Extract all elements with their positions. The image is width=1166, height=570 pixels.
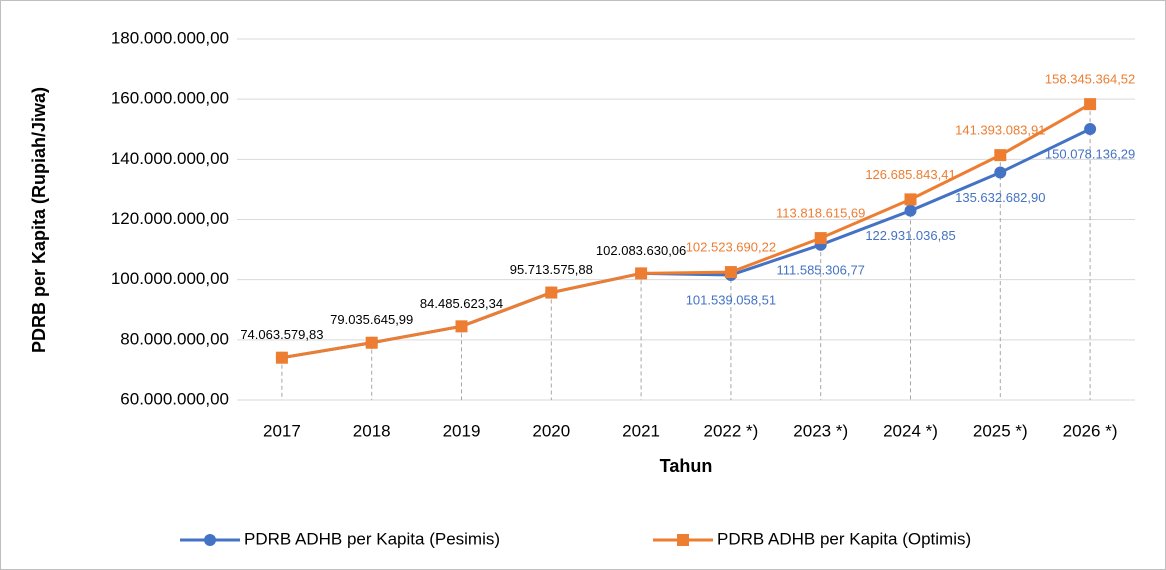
x-tick-label: 2024 *): [883, 421, 938, 440]
y-tick-label: 180.000.000,00: [111, 28, 229, 47]
value-label: 84.485.623,34: [420, 296, 503, 311]
point: [904, 204, 917, 217]
point: [455, 320, 468, 333]
value-label: 141.393.083,91: [955, 123, 1045, 138]
series-line: [281, 102, 1091, 360]
point: [814, 232, 827, 245]
value-label: 102.523.690,22: [686, 240, 776, 255]
y-tick-label: 140.000.000,00: [111, 149, 229, 168]
point: [724, 266, 737, 279]
value-label: 102.083.630,06: [596, 243, 686, 258]
point: [904, 193, 917, 206]
point: [1084, 123, 1097, 136]
point: [275, 351, 288, 364]
x-tick-label: 2019: [443, 421, 481, 440]
point: [1084, 98, 1097, 111]
legend-marker: [204, 534, 216, 546]
value-label: 79.035.645,99: [330, 312, 413, 327]
y-tick-label: 120.000.000,00: [111, 209, 229, 228]
y-tick-label: 80.000.000,00: [120, 329, 229, 348]
x-tick-label: 2020: [532, 421, 570, 440]
value-label: 113.818.615,69: [776, 206, 865, 221]
value-label: 135.632.682,90: [955, 190, 1045, 205]
legend-label: PDRB ADHB per Kapita (Optimis): [717, 529, 971, 548]
value-label: 74.063.579,83: [240, 327, 323, 342]
x-tick-label: 2023 *): [793, 421, 848, 440]
y-tick-label: 60.000.000,00: [120, 389, 229, 408]
x-tick-label: 2022 *): [703, 421, 758, 440]
value-label: 150.078.136,29: [1045, 146, 1135, 161]
point: [994, 149, 1007, 162]
value-label: 95.713.575,88: [510, 262, 593, 277]
legend-label: PDRB ADHB per Kapita (Pesimis): [244, 529, 500, 548]
x-tick-label: 2025 *): [973, 421, 1028, 440]
legend-marker: [677, 534, 689, 546]
value-label: 158.345.364,52: [1045, 72, 1135, 87]
value-label: 126.685.843,41: [865, 167, 955, 182]
x-axis-title: Tahun: [660, 456, 713, 476]
x-tick-label: 2017: [263, 421, 301, 440]
point: [545, 286, 558, 299]
point: [635, 267, 648, 280]
value-label: 111.585.306,77: [776, 262, 864, 277]
x-tick-label: 2018: [353, 421, 391, 440]
point: [365, 336, 378, 349]
x-tick-label: 2026 *): [1063, 421, 1118, 440]
value-label: 101.539.058,51: [686, 292, 776, 307]
y-tick-label: 100.000.000,00: [111, 269, 229, 288]
y-axis-title: PDRB per Kapita (Rupiah/Jiwa): [29, 87, 49, 353]
value-label: 122.931.036,85: [865, 228, 955, 243]
x-tick-label: 2021: [622, 421, 660, 440]
point: [994, 166, 1007, 179]
y-tick-label: 160.000.000,00: [111, 89, 229, 108]
